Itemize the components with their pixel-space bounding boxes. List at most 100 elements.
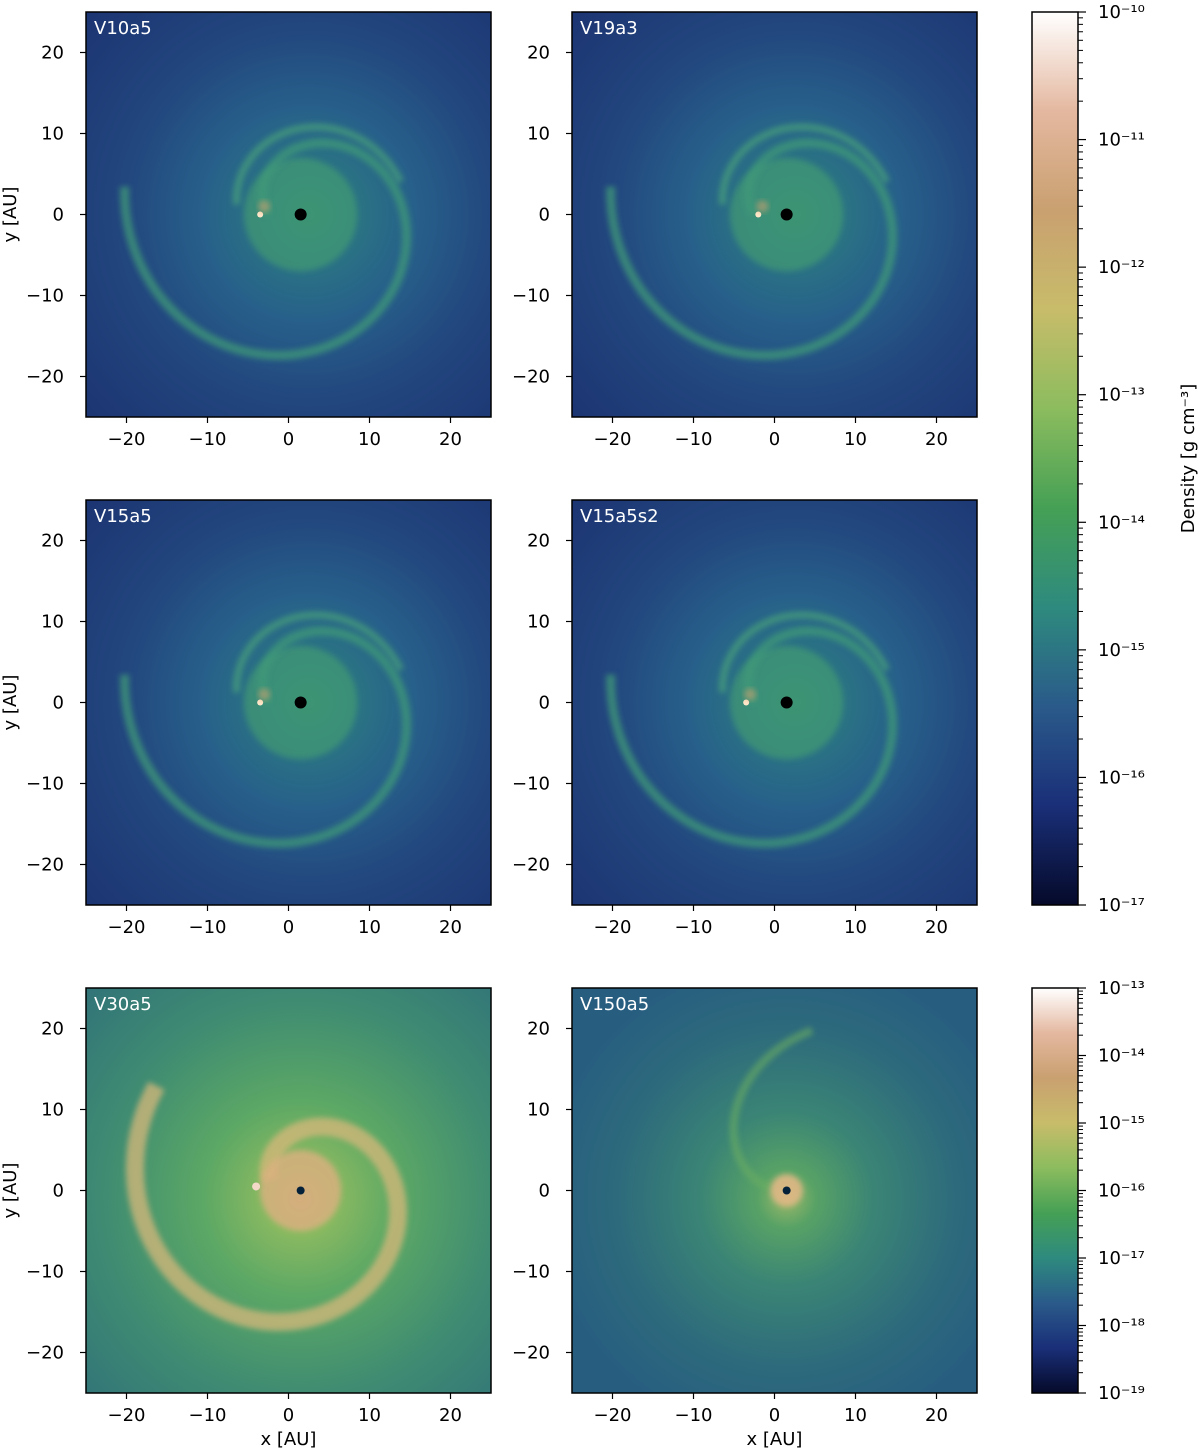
- x-tick-label: −20: [594, 429, 632, 450]
- x-tick-label: 0: [769, 1405, 780, 1426]
- y-tick-label: 10: [527, 124, 550, 145]
- y-tick-label: −10: [26, 774, 64, 795]
- y-axis-label: y [AU]: [0, 675, 21, 731]
- panel-v15a5s2: −20 −10 0 10 20 20 10 0 −10 −20 V15a5s2: [512, 499, 978, 938]
- colorbar-tick-label: 10⁻¹⁷: [1098, 1248, 1145, 1269]
- spiral-arm: [606, 138, 898, 360]
- x-tick-label: 0: [769, 429, 780, 450]
- primary-star: [294, 208, 307, 221]
- x-tick-label: −10: [189, 1405, 227, 1426]
- x-tick-label: −10: [189, 429, 227, 450]
- y-tick-label: −10: [512, 1262, 550, 1283]
- y-tick-label: −20: [512, 1343, 550, 1364]
- x-tick-label: −20: [108, 1405, 146, 1426]
- colorbar-upper: 10⁻¹⁰ 10⁻¹¹ 10⁻¹² 10⁻¹³ 10⁻¹⁴ 10⁻¹⁵ 10⁻¹⁶ 10⁻¹⁷…: [1031, 2, 1199, 916]
- y-tick-label: −10: [512, 774, 550, 795]
- x-tick-label: 20: [925, 1405, 948, 1426]
- y-tick-label: 0: [53, 1181, 64, 1202]
- y-tick-label: 0: [539, 693, 550, 714]
- x-tick-label: 10: [358, 429, 381, 450]
- spiral-arm: [125, 1081, 407, 1331]
- panels-group: −20 −10 0 10 20 20 10 0 −10 −20 V10a5 y [AU] −20 −10 0…: [0, 11, 978, 1450]
- panel-v30a5: −20 −10 0 10 20 20 10 0 −10 −20 V30a5 x [AU] y [AU]: [0, 987, 492, 1450]
- x-tick-label: 0: [283, 917, 294, 938]
- x-tick-label: −20: [108, 429, 146, 450]
- y-tick-label: 20: [527, 43, 550, 64]
- x-tick-label: 0: [769, 917, 780, 938]
- x-tick-label: −10: [675, 917, 713, 938]
- colorbar-tick-label: 10⁻¹⁵: [1098, 1113, 1145, 1134]
- companion-star: [755, 211, 762, 218]
- y-tick-label: 20: [527, 1019, 550, 1040]
- x-tick-label: 20: [439, 1405, 462, 1426]
- y-tick-label: −20: [26, 855, 64, 876]
- y-tick-label: 20: [41, 531, 64, 552]
- companion-star: [743, 699, 750, 706]
- colorbar-tick-label: 10⁻¹¹: [1098, 130, 1145, 151]
- x-tick-label: −10: [189, 917, 227, 938]
- y-tick-label: 0: [53, 693, 64, 714]
- y-tick-label: −20: [512, 855, 550, 876]
- primary-star: [294, 696, 307, 709]
- primary-star: [296, 1186, 305, 1195]
- y-tick-label: 0: [539, 1181, 550, 1202]
- panel-title: V15a5: [94, 506, 152, 527]
- y-tick-label: −20: [26, 1343, 64, 1364]
- y-tick-label: 10: [527, 1100, 550, 1121]
- x-tick-label: 10: [358, 1405, 381, 1426]
- x-tick-label: 0: [283, 1405, 294, 1426]
- x-tick-label: 10: [844, 1405, 867, 1426]
- colorbar-tick-label: 10⁻¹⁶: [1098, 1181, 1145, 1202]
- panel-title: V15a5s2: [580, 506, 659, 527]
- companion-star: [257, 211, 264, 218]
- companion-star: [257, 699, 264, 706]
- y-axis-label: y [AU]: [0, 187, 21, 243]
- x-tick-label: −20: [594, 917, 632, 938]
- colorbar-tick-label: 10⁻¹⁶: [1098, 767, 1145, 788]
- y-tick-label: −10: [26, 1262, 64, 1283]
- y-tick-label: 0: [53, 205, 64, 226]
- x-tick-label: 10: [844, 917, 867, 938]
- panel-v150a5: −20 −10 0 10 20 20 10 0 −10 −20 V150a5 x [AU]: [512, 987, 978, 1450]
- y-tick-label: 20: [41, 43, 64, 64]
- x-axis-label: x [AU]: [261, 1429, 317, 1450]
- colorbars-group: 10⁻¹⁰ 10⁻¹¹ 10⁻¹² 10⁻¹³ 10⁻¹⁴ 10⁻¹⁵ 10⁻¹⁶ 10⁻¹⁷…: [1031, 2, 1199, 1404]
- x-axis-label: x [AU]: [747, 1429, 803, 1450]
- y-tick-label: −10: [512, 286, 550, 307]
- y-axis-label: y [AU]: [0, 1163, 21, 1219]
- y-tick-label: 0: [539, 205, 550, 226]
- panel-title: V150a5: [580, 994, 649, 1015]
- y-tick-label: 10: [41, 1100, 64, 1121]
- x-tick-label: −20: [108, 917, 146, 938]
- x-tick-label: 20: [925, 429, 948, 450]
- x-tick-label: −10: [675, 1405, 713, 1426]
- y-tick-label: −10: [26, 286, 64, 307]
- x-tick-label: 20: [439, 917, 462, 938]
- panel-title: V10a5: [94, 18, 152, 39]
- colorbar-tick-label: 10⁻¹⁵: [1098, 640, 1145, 661]
- colorbar-label: Density [g cm⁻³]: [1178, 384, 1199, 534]
- colorbar-tick-label: 10⁻¹³: [1098, 385, 1145, 406]
- primary-star: [780, 208, 793, 221]
- y-tick-label: 20: [41, 1019, 64, 1040]
- x-tick-label: 10: [358, 917, 381, 938]
- colorbar-tick-label: 10⁻¹⁰: [1098, 2, 1145, 23]
- primary-star: [780, 696, 793, 709]
- x-tick-label: 20: [925, 917, 948, 938]
- spiral-arm: [729, 1026, 814, 1192]
- x-tick-label: −20: [594, 1405, 632, 1426]
- primary-star: [782, 1186, 791, 1195]
- y-tick-label: 20: [527, 531, 550, 552]
- x-tick-label: 20: [439, 429, 462, 450]
- y-tick-label: 10: [41, 124, 64, 145]
- y-tick-label: −20: [512, 367, 550, 388]
- colorbar-tick-label: 10⁻¹⁴: [1098, 512, 1145, 533]
- y-tick-label: −20: [26, 367, 64, 388]
- panel-v19a3: −20 −10 0 10 20 20 10 0 −10 −20 V19a3: [512, 11, 978, 450]
- colorbar-tick-label: 10⁻¹³: [1098, 978, 1145, 999]
- colorbar-lower: 10⁻¹³ 10⁻¹⁴ 10⁻¹⁵ 10⁻¹⁶ 10⁻¹⁷ 10⁻¹⁸ 10⁻¹⁹: [1031, 978, 1145, 1404]
- colorbar-tick-label: 10⁻¹²: [1098, 257, 1145, 278]
- spiral-arm: [606, 626, 898, 848]
- colorbar-tick-label: 10⁻¹⁹: [1098, 1383, 1145, 1404]
